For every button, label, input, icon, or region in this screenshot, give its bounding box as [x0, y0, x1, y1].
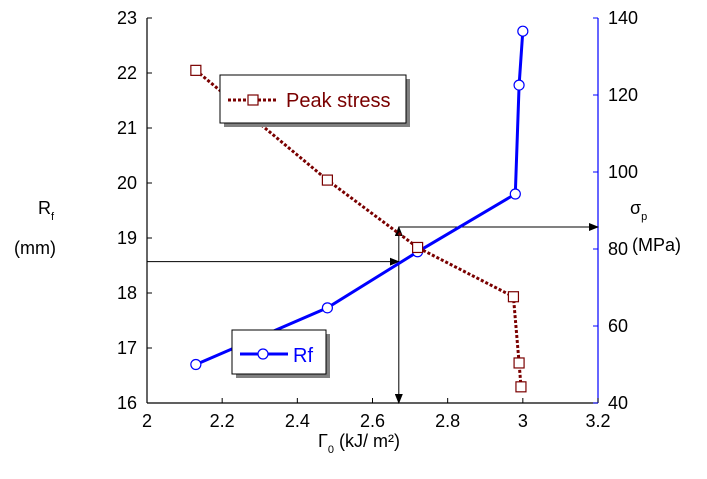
- data-point-peak-stress: [412, 241, 424, 254]
- svg-text:Γ0 (kJ/ m²): Γ0 (kJ/ m²): [318, 431, 400, 456]
- legend-square-marker: [247, 94, 259, 106]
- right-y-tick-label: 80: [608, 239, 628, 259]
- data-point-rf: [517, 25, 529, 37]
- series-layer: [190, 25, 529, 393]
- right-y-tick-label: 60: [608, 316, 628, 336]
- right-y-symbol: σ: [630, 198, 641, 218]
- legend-circle-marker: [257, 348, 269, 360]
- legend-rf-label: Rf: [293, 345, 313, 367]
- data-point-rf: [190, 358, 202, 371]
- left-y-tick-label: 21: [117, 118, 137, 138]
- data-point-peak-stress: [190, 64, 202, 76]
- left-y-tick-label: 18: [117, 283, 137, 303]
- right-y-tick-label: 140: [608, 8, 638, 28]
- x-axis-symbol: Γ: [318, 431, 328, 451]
- legend-peak-stress-label: Peak stress: [286, 90, 390, 112]
- x-tick-label: 2.2: [210, 411, 235, 431]
- data-point-peak-stress: [515, 381, 527, 393]
- svg-text:σp: σp: [630, 198, 647, 223]
- left-y-subscript: f: [51, 211, 55, 223]
- x-axis-unit: (kJ/ m²): [334, 431, 400, 451]
- x-tick-label: 2.6: [360, 411, 385, 431]
- series-line-rf: [195, 31, 525, 366]
- data-point-peak-stress: [513, 357, 525, 369]
- left-y-tick-label: 23: [117, 8, 137, 28]
- left-y-tick-label: 22: [117, 63, 137, 83]
- x-axis-subscript: 0: [328, 444, 334, 456]
- right-y-tick-label: 100: [608, 162, 638, 182]
- ticks-layer: 2 2.2 2.4 2.6 2.8 3 3.2 16 17 18 19 20 21 22 23 40 60 80 1…: [117, 8, 638, 431]
- x-tick-label: 3: [518, 411, 528, 431]
- right-y-tick-label: 40: [608, 393, 628, 413]
- left-y-symbol: R: [38, 198, 51, 218]
- right-y-axis-title: σp (MPa): [630, 198, 681, 255]
- left-y-tick-label: 20: [117, 173, 137, 193]
- data-point-rf: [509, 188, 521, 200]
- x-tick-label: 2.8: [435, 411, 460, 431]
- data-point-rf: [513, 79, 525, 91]
- left-y-tick-label: 19: [117, 228, 137, 248]
- right-y-tick-label: 120: [608, 85, 638, 105]
- left-y-axis-title: Rf (mm): [14, 198, 56, 258]
- legend-rf: Rf: [231, 329, 330, 378]
- svg-text:Rf: Rf: [38, 198, 55, 223]
- x-axis-title: Γ0 (kJ/ m²): [318, 431, 400, 456]
- right-y-unit: (MPa): [632, 235, 681, 255]
- left-y-tick-label: 16: [117, 393, 137, 413]
- data-point-rf: [321, 302, 333, 314]
- left-y-unit: (mm): [14, 238, 56, 258]
- annotation-arrows: [147, 223, 599, 404]
- left-y-tick-label: 17: [117, 338, 137, 358]
- right-y-subscript: p: [641, 211, 647, 223]
- data-point-peak-stress: [321, 174, 333, 186]
- x-tick-label: 3.2: [585, 411, 610, 431]
- x-tick-label: 2: [142, 411, 152, 431]
- legend-peak-stress: Peak stress: [219, 74, 410, 127]
- data-point-peak-stress: [507, 291, 520, 303]
- x-tick-label: 2.4: [285, 411, 310, 431]
